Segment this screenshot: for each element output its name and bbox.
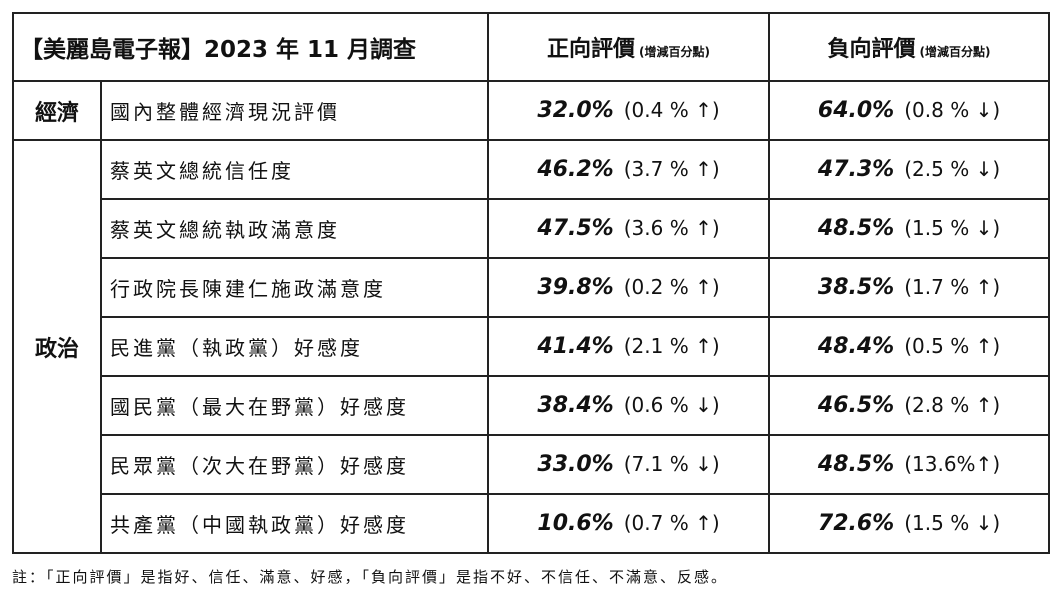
item-cell: 民進黨（執政黨）好感度: [99, 316, 490, 377]
positive-change: (7.1 % ↓): [623, 452, 720, 476]
table-row: 政治 蔡英文總統信任度 46.2% (3.7 % ↑) 47.3% (2.5 % ↓): [12, 139, 1051, 554]
positive-value: 33.0%: [537, 452, 614, 477]
item-cell: 共產黨（中國執政黨）好感度: [99, 493, 490, 554]
positive-change: (0.6 % ↓): [623, 393, 720, 417]
negative-value: 64.0%: [817, 98, 895, 123]
positive-cell: 38.4% (0.6 % ↓): [487, 375, 771, 436]
table-body: 經濟 國內整體經濟現況評價 32.0% (0.4 % ↑) 64.0% (0.8 % ↓)…: [12, 80, 1051, 554]
negative-value: 48.5%: [817, 216, 895, 241]
positive-header: 正向評價 (增減百分點): [487, 12, 771, 82]
category-cell: 經濟: [12, 80, 102, 141]
table-title: 【美麗島電子報】2023 年 11 月調查: [11, 12, 490, 82]
negative-change: (13.6%↑): [904, 452, 1001, 476]
item-cell: 行政院長陳建仁施政滿意度: [99, 257, 490, 318]
positive-value: 38.4%: [537, 393, 614, 418]
positive-cell: 47.5% (3.6 % ↑): [487, 198, 771, 259]
positive-value: 32.0%: [537, 98, 614, 123]
table-row: 經濟 國內整體經濟現況評價 32.0% (0.4 % ↑) 64.0% (0.8 % ↓): [12, 80, 1051, 141]
item-cell: 國內整體經濟現況評價: [99, 80, 490, 141]
category-cell: 政治: [12, 139, 102, 554]
negative-cell: 64.0% (0.8 % ↓): [768, 80, 1051, 141]
positive-value: 47.5%: [537, 216, 614, 241]
negative-change: (1.5 % ↓): [904, 511, 1001, 535]
table-row: 國民黨（最大在野黨）好感度 38.4% (0.6 % ↓) 46.5% (2.8 % ↑…: [13, 375, 1051, 436]
negative-cell: 47.3% (2.5 % ↓): [768, 139, 1051, 200]
positive-cell: 33.0% (7.1 % ↓): [487, 434, 771, 495]
positive-value: 10.6%: [537, 511, 614, 536]
survey-table: 【美麗島電子報】2023 年 11 月調查 正向評價 (增減百分點) 負向評價 (增…: [11, 12, 1051, 554]
negative-change: (2.8 % ↑): [904, 393, 1001, 417]
negative-value: 72.6%: [817, 511, 895, 536]
table-row: 行政院長陳建仁施政滿意度 39.8% (0.2 % ↑) 38.5% (1.7 % ↑): [13, 257, 1051, 318]
header-row: 【美麗島電子報】2023 年 11 月調查 正向評價 (增減百分點) 負向評價 (增…: [11, 12, 1051, 82]
negative-value: 46.5%: [817, 393, 895, 418]
positive-change: (0.2 % ↑): [623, 275, 720, 299]
negative-cell: 72.6% (1.5 % ↓): [768, 493, 1051, 554]
positive-note: (增減百分點): [639, 45, 711, 59]
positive-label: 正向評價: [547, 37, 636, 62]
table-row: 蔡英文總統執政滿意度 47.5% (3.6 % ↑) 48.5% (1.5 % ↓): [13, 198, 1051, 259]
positive-change: (0.7 % ↑): [623, 511, 720, 535]
positive-change: (2.1 % ↑): [623, 334, 720, 358]
positive-change: (3.6 % ↑): [623, 216, 720, 240]
positive-change: (3.7 % ↑): [623, 157, 720, 181]
negative-change: (0.8 % ↓): [904, 98, 1001, 122]
negative-cell: 48.4% (0.5 % ↑): [768, 316, 1051, 377]
negative-cell: 38.5% (1.7 % ↑): [768, 257, 1051, 318]
positive-change: (0.4 % ↑): [623, 98, 720, 122]
negative-value: 38.5%: [817, 275, 895, 300]
positive-cell: 10.6% (0.7 % ↑): [487, 493, 771, 554]
item-cell: 蔡英文總統信任度: [99, 139, 490, 200]
negative-header: 負向評價 (增減百分點): [768, 12, 1051, 82]
negative-change: (2.5 % ↓): [904, 157, 1001, 181]
negative-value: 47.3%: [817, 157, 895, 182]
negative-change: (0.5 % ↑): [904, 334, 1001, 358]
negative-value: 48.4%: [817, 334, 895, 359]
item-cell: 國民黨（最大在野黨）好感度: [99, 375, 490, 436]
positive-value: 46.2%: [537, 157, 614, 182]
table-row: 民眾黨（次大在野黨）好感度 33.0% (7.1 % ↓) 48.5% (13.6%↑): [13, 434, 1051, 495]
negative-value: 48.5%: [817, 452, 895, 477]
table-row: 民進黨（執政黨）好感度 41.4% (2.1 % ↑) 48.4% (0.5 % ↑): [13, 316, 1051, 377]
positive-cell: 39.8% (0.2 % ↑): [487, 257, 771, 318]
negative-cell: 48.5% (13.6%↑): [768, 434, 1051, 495]
positive-cell: 41.4% (2.1 % ↑): [487, 316, 771, 377]
item-cell: 民眾黨（次大在野黨）好感度: [99, 434, 490, 495]
positive-value: 41.4%: [537, 334, 614, 359]
table-row: 共產黨（中國執政黨）好感度 10.6% (0.7 % ↑) 72.6% (1.5 % ↓…: [13, 493, 1051, 554]
negative-change: (1.7 % ↑): [904, 275, 1001, 299]
negative-change: (1.5 % ↓): [904, 216, 1001, 240]
negative-note: (增減百分點): [919, 45, 991, 59]
positive-cell: 32.0% (0.4 % ↑): [487, 80, 771, 141]
negative-cell: 46.5% (2.8 % ↑): [768, 375, 1051, 436]
positive-cell: 46.2% (3.7 % ↑): [487, 139, 771, 200]
negative-label: 負向評價: [827, 37, 916, 62]
negative-cell: 48.5% (1.5 % ↓): [768, 198, 1051, 259]
positive-value: 39.8%: [537, 275, 614, 300]
footnote: 註：「正向評價」是指好、信任、滿意、好感，「負向評價」是指不好、不信任、不滿意、…: [12, 568, 729, 586]
item-cell: 蔡英文總統執政滿意度: [99, 198, 490, 259]
